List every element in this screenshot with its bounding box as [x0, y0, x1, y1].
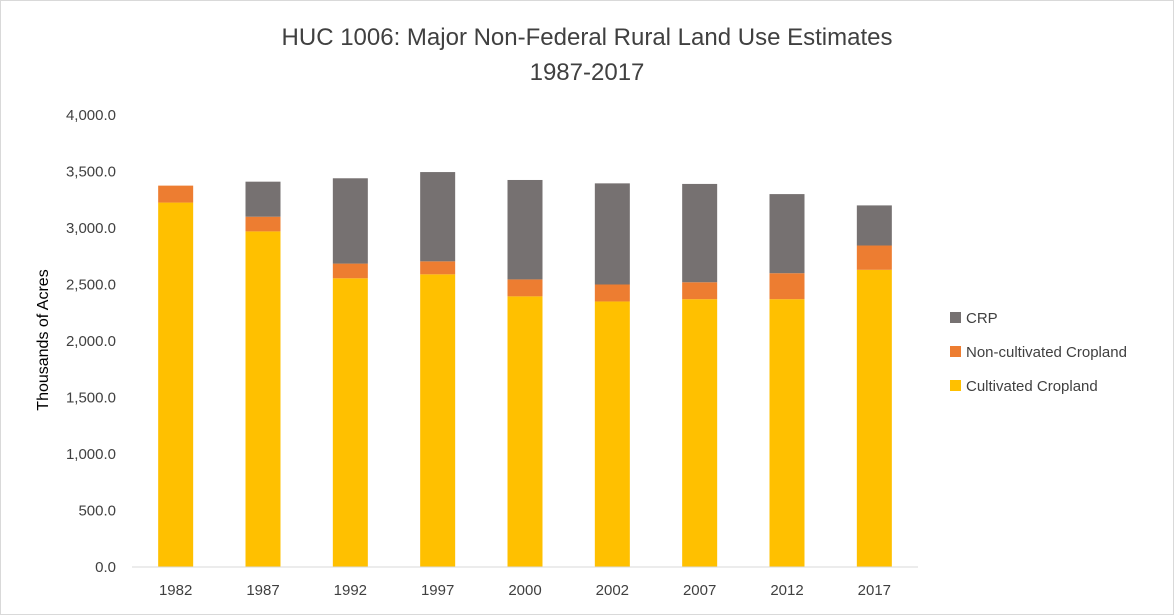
- x-tick-label: 2000: [508, 582, 541, 599]
- bars: [158, 172, 892, 567]
- bar-segment: [332, 178, 368, 264]
- bar-segment: [158, 185, 194, 203]
- bar-segment: [682, 183, 718, 283]
- bar-segment: [594, 183, 630, 285]
- y-axis-title: Thousands of Acres: [35, 269, 52, 410]
- legend-swatch: [950, 380, 961, 391]
- bar-segment: [420, 172, 456, 262]
- bar-segment: [769, 194, 805, 274]
- x-tick-label: 2012: [770, 582, 803, 599]
- y-tick-label: 2,500.0: [66, 277, 116, 294]
- y-tick-label: 2,000.0: [66, 333, 116, 350]
- bar-segment: [507, 296, 543, 567]
- bar-segment: [245, 231, 281, 567]
- y-tick-label: 500.0: [78, 503, 116, 520]
- bar-segment: [332, 278, 368, 567]
- x-tick-label: 2002: [596, 582, 629, 599]
- y-tick-label: 1,500.0: [66, 390, 116, 407]
- bar-segment: [594, 301, 630, 567]
- chart-title: HUC 1006: Major Non-Federal Rural Land U…: [282, 24, 893, 51]
- y-tick-label: 3,000.0: [66, 220, 116, 237]
- bar-segment: [507, 179, 543, 280]
- bar-segment: [856, 245, 892, 270]
- bar-segment: [769, 299, 805, 567]
- chart-subtitle: 1987-2017: [530, 59, 645, 86]
- y-tick-label: 4,000.0: [66, 107, 116, 124]
- bar-segment: [420, 261, 456, 275]
- x-tick-label: 2007: [683, 582, 716, 599]
- bar-segment: [332, 263, 368, 279]
- x-tick-label: 1982: [159, 582, 192, 599]
- x-axis-ticks: 1982 1987 1992 1997 2000 2002 2007 2012 2017: [159, 582, 891, 599]
- bar-segment: [856, 269, 892, 567]
- bar-segment: [682, 299, 718, 567]
- x-tick-label: 1992: [334, 582, 367, 599]
- bar-segment: [769, 273, 805, 300]
- legend-label: Cultivated Cropland: [966, 378, 1098, 395]
- x-tick-label: 1987: [246, 582, 279, 599]
- bar-segment: [856, 205, 892, 246]
- y-tick-label: 3,500.0: [66, 164, 116, 181]
- x-tick-label: 2017: [858, 582, 891, 599]
- legend: CRP Non-cultivated Cropland Cultivated Cro…: [950, 310, 1127, 395]
- bar-segment: [682, 282, 718, 300]
- bar-segment: [245, 216, 281, 232]
- y-axis-ticks: 0.0 500.0 1,000.0 1,500.0 2,000.0 2,500.0 3,00…: [66, 107, 116, 576]
- legend-label: CRP: [966, 310, 998, 327]
- legend-swatch: [950, 346, 961, 357]
- bar-segment: [245, 181, 281, 217]
- bar-segment: [158, 202, 194, 567]
- legend-label: Non-cultivated Cropland: [966, 344, 1127, 361]
- bar-segment: [594, 284, 630, 302]
- bar-segment: [420, 274, 456, 567]
- y-tick-label: 1,000.0: [66, 446, 116, 463]
- bar-segment: [507, 279, 543, 297]
- legend-swatch: [950, 312, 961, 323]
- y-tick-label: 0.0: [95, 559, 116, 576]
- x-tick-label: 1997: [421, 582, 454, 599]
